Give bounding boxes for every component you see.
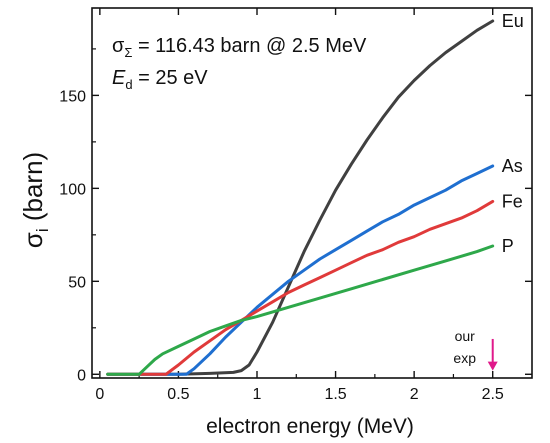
x-axis-title: electron energy (MeV) bbox=[206, 415, 414, 438]
x-tick-label: 0 bbox=[95, 386, 104, 403]
annotation-sigma-total: σΣ = 116.43 barn @ 2.5 MeV bbox=[112, 35, 367, 60]
marker-arrow-head bbox=[487, 361, 498, 371]
y-axis-ticks: 0 50 100 150 bbox=[59, 48, 532, 384]
y-tick-label: 150 bbox=[59, 88, 86, 105]
x-tick-label: 2.5 bbox=[482, 386, 504, 403]
series-label-p: P bbox=[502, 236, 514, 256]
plot-frame bbox=[91, 7, 533, 379]
y-axis-title: σi (barn) bbox=[18, 152, 52, 248]
series-line-as bbox=[106, 164, 495, 376]
x-axis-ticks: 0 0.5 1 1.5 2 2.5 bbox=[95, 8, 504, 403]
series-lines bbox=[106, 19, 495, 376]
y-tick-label: 50 bbox=[68, 274, 86, 291]
marker-text-exp: exp bbox=[453, 350, 476, 366]
series-label-as: As bbox=[502, 156, 523, 176]
y-tick-label: 100 bbox=[59, 181, 86, 198]
series-label-eu: Eu bbox=[502, 11, 524, 31]
annotation-ed: Ed = 25 eV bbox=[112, 67, 208, 92]
marker-text-our: our bbox=[455, 328, 476, 344]
series-labels: Eu As Fe P bbox=[502, 11, 524, 256]
x-tick-label: 2 bbox=[410, 386, 419, 403]
series-line-fe bbox=[106, 199, 495, 376]
x-tick-label: 1 bbox=[253, 386, 262, 403]
x-tick-label: 1.5 bbox=[324, 386, 346, 403]
x-tick-label: 0.5 bbox=[167, 386, 189, 403]
series-label-fe: Fe bbox=[502, 191, 523, 211]
series-line-eu bbox=[106, 19, 495, 376]
y-tick-label: 0 bbox=[77, 367, 86, 384]
series-line-p bbox=[106, 244, 495, 376]
